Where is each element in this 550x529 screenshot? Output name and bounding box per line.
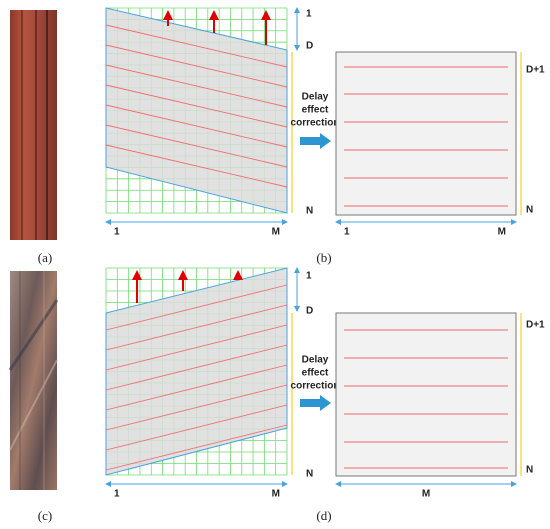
scan-line — [105, 324, 288, 371]
row-label: 1 — [306, 9, 312, 20]
arrow-text: effect — [302, 105, 329, 116]
row-label: D — [306, 306, 313, 317]
image-a — [10, 10, 57, 240]
caption: (c) — [38, 508, 52, 523]
delay-region — [105, 7, 288, 214]
arrow-text: correction — [291, 381, 340, 392]
row-label: N — [306, 469, 313, 480]
scan-line — [105, 404, 288, 451]
delay-region — [105, 267, 288, 476]
scan-line — [105, 64, 288, 108]
scan-line — [105, 84, 288, 128]
arrow-text: Delay — [302, 92, 329, 103]
output-box — [335, 51, 517, 216]
col-label: 1 — [114, 489, 120, 500]
process-arrow — [300, 395, 331, 411]
arrow-text: Delay — [302, 355, 329, 366]
scan-line — [105, 304, 288, 351]
row-label: N — [526, 465, 533, 476]
scan-line — [105, 104, 288, 148]
arrow-text: correction — [291, 118, 340, 129]
col-label: 1 — [114, 227, 120, 238]
row-label: D — [306, 41, 313, 52]
output-box — [335, 312, 517, 477]
panel-top: 1 D N 1 M Delay effect correction D+1 N 1 M (a) (b) — [38, 6, 545, 265]
col-label: M — [422, 489, 430, 500]
scan-line — [105, 284, 288, 331]
scan-line — [105, 24, 288, 68]
caption: (d) — [316, 508, 331, 523]
row-label: D+1 — [526, 320, 545, 331]
row-label: 1 — [306, 271, 312, 282]
col-label: M — [498, 227, 506, 238]
scan-line — [105, 364, 288, 411]
col-label: M — [272, 227, 280, 238]
panel-bottom: 1 D N 1 M Delay effect correction D+1 N M (c) (d) — [38, 267, 545, 523]
scan-line — [105, 344, 288, 391]
row-label: N — [526, 205, 533, 216]
row-label: D+1 — [526, 65, 545, 76]
row-label: N — [306, 206, 313, 217]
scan-line — [105, 424, 288, 471]
process-arrow — [300, 133, 331, 149]
image-c — [8, 271, 59, 490]
col-label: M — [272, 489, 280, 500]
scan-line — [105, 44, 288, 88]
caption: (a) — [38, 250, 52, 265]
scan-line — [105, 144, 288, 188]
col-label: 1 — [344, 227, 350, 238]
scan-line — [105, 384, 288, 431]
scan-line — [105, 124, 288, 168]
caption: (b) — [316, 250, 331, 265]
arrow-text: effect — [302, 368, 329, 379]
